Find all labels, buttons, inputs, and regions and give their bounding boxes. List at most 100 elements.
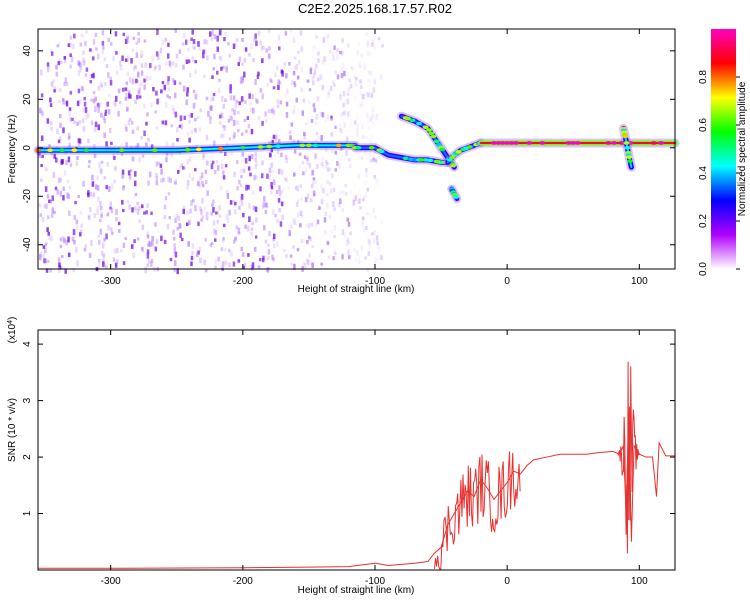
noise-cell <box>60 60 63 65</box>
noise-cell <box>42 245 46 249</box>
noise-cell <box>94 184 98 190</box>
noise-cell <box>254 175 258 180</box>
noise-cell <box>138 84 142 89</box>
trace-peak <box>118 148 125 153</box>
noise-cell <box>363 65 367 70</box>
noise-cell <box>79 211 83 215</box>
noise-cell <box>122 32 126 37</box>
noise-cell <box>223 37 226 42</box>
noise-cell <box>308 253 311 258</box>
noise-cell <box>366 212 369 216</box>
noise-cell <box>98 162 101 169</box>
noise-cell <box>102 253 106 259</box>
noise-cell <box>57 257 61 262</box>
noise-cell <box>226 218 230 224</box>
noise-cell <box>374 142 377 147</box>
noise-cell <box>129 169 133 173</box>
noise-cell <box>369 71 373 76</box>
noise-cell <box>182 166 185 170</box>
noise-cell <box>173 260 177 267</box>
noise-cell <box>292 217 295 224</box>
noise-cell <box>248 216 251 223</box>
noise-cell <box>368 244 371 250</box>
noise-cell <box>285 178 288 182</box>
x-tick-label: 100 <box>631 276 648 287</box>
noise-cell <box>225 66 229 73</box>
noise-cell <box>200 172 204 179</box>
x-tick-label: -300 <box>101 576 121 587</box>
noise-cell <box>221 112 224 119</box>
trace-peak <box>430 134 437 139</box>
colorbar-gradient <box>711 29 736 269</box>
noise-cell <box>293 105 296 111</box>
noise-cell <box>314 152 318 159</box>
noise-cell <box>194 60 197 64</box>
noise-cell <box>180 123 184 130</box>
noise-cell <box>361 135 365 139</box>
noise-cell <box>240 200 244 207</box>
noise-cell <box>97 258 101 263</box>
noise-cell <box>324 230 327 235</box>
noise-cell <box>112 153 115 159</box>
noise-cell <box>336 74 340 80</box>
x-tick-label: -100 <box>365 576 385 587</box>
noise-cell <box>355 128 359 133</box>
noise-cell <box>172 108 175 115</box>
noise-cell <box>46 62 50 67</box>
noise-cell <box>125 127 128 132</box>
noise-cell <box>263 225 266 231</box>
noise-cell <box>340 50 344 56</box>
noise-cell <box>244 47 248 52</box>
colorbar-label: Normalized spectral amplitude <box>737 81 748 216</box>
noise-cell <box>250 231 253 236</box>
noise-cell <box>376 241 379 246</box>
noise-cell <box>306 259 310 265</box>
noise-cell <box>364 136 367 140</box>
noise-cell <box>327 89 330 95</box>
noise-cell <box>175 214 179 218</box>
noise-cell <box>100 160 104 164</box>
noise-cell <box>326 193 329 197</box>
trace-peak <box>453 195 460 199</box>
noise-cell <box>331 173 334 179</box>
noise-cell <box>221 239 225 244</box>
noise-cell <box>76 121 79 126</box>
noise-cell <box>104 109 108 114</box>
noise-cell <box>116 151 119 155</box>
noise-cell <box>104 112 107 117</box>
noise-cell <box>61 97 65 102</box>
noise-cell <box>314 153 317 160</box>
snr-oscillation-detail <box>617 361 640 554</box>
noise-cell <box>298 60 301 65</box>
noise-cell <box>229 89 232 94</box>
x-tick-label: -200 <box>233 276 253 287</box>
noise-cell <box>356 250 359 256</box>
noise-cell <box>233 132 236 138</box>
noise-cell <box>339 50 342 55</box>
noise-cell <box>228 137 232 141</box>
noise-cell <box>298 164 301 169</box>
noise-cell <box>60 159 64 164</box>
noise-cell <box>166 223 170 230</box>
noise-cell <box>58 100 61 104</box>
noise-cell <box>91 74 94 78</box>
noise-cell <box>119 60 122 67</box>
noise-cell <box>102 115 106 120</box>
noise-cell <box>211 96 215 102</box>
noise-cell <box>51 195 54 201</box>
noise-cell <box>248 155 251 162</box>
noise-cell <box>272 86 276 90</box>
noise-cell <box>82 60 86 66</box>
trace-peak <box>623 141 630 145</box>
noise-cell <box>339 191 343 195</box>
noise-cell <box>358 189 361 195</box>
trace-peak <box>526 141 533 145</box>
noise-cell <box>226 193 230 199</box>
noise-cell <box>132 156 135 162</box>
noise-cell <box>186 184 189 191</box>
noise-cell <box>348 147 351 151</box>
noise-cell <box>40 135 44 141</box>
noise-cell <box>367 92 370 98</box>
noise-cell <box>106 212 110 217</box>
trace-peak <box>428 131 435 136</box>
